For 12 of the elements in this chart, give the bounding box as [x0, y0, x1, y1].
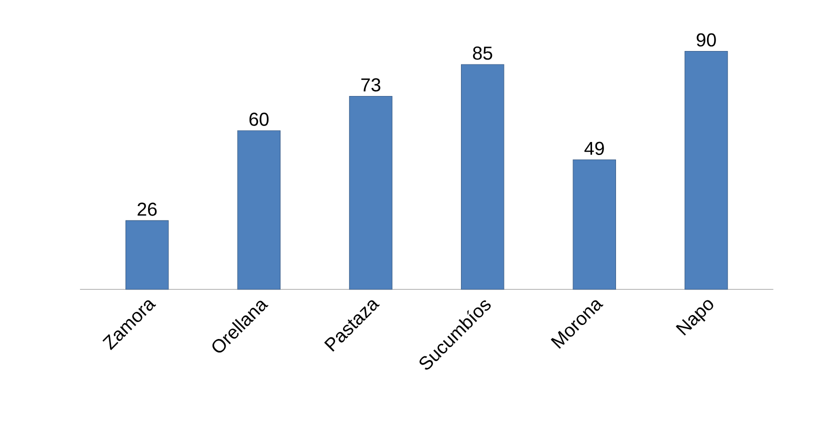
data-label: 85: [473, 46, 492, 60]
data-label: 90: [696, 33, 716, 47]
data-label: 26: [138, 202, 157, 216]
bar: [460, 64, 504, 290]
data-label: 60: [249, 112, 269, 126]
bar: [572, 159, 616, 290]
data-label: 73: [361, 78, 380, 92]
data-label: 49: [584, 142, 604, 155]
bar: [237, 130, 281, 290]
bar: [125, 220, 169, 290]
bar: [684, 50, 728, 290]
bar: [349, 96, 392, 290]
